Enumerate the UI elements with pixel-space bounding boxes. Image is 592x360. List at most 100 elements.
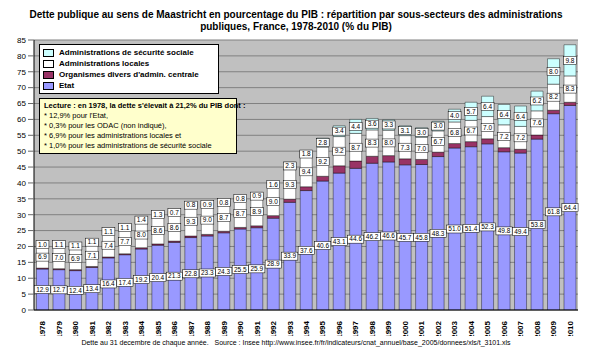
svg-text:43.1: 43.1 — [333, 238, 346, 245]
svg-text:1.6: 1.6 — [269, 181, 278, 188]
svg-text:0.8: 0.8 — [236, 195, 245, 202]
svg-text:1.1: 1.1 — [104, 228, 113, 235]
svg-text:0.9: 0.9 — [203, 201, 212, 208]
svg-text:1.1: 1.1 — [71, 242, 80, 249]
svg-text:2002: 2002 — [434, 320, 443, 336]
svg-text:12.7: 12.7 — [53, 286, 66, 293]
svg-text:30: 30 — [17, 211, 26, 220]
svg-text:7.7: 7.7 — [120, 238, 129, 245]
svg-text:46.6: 46.6 — [382, 232, 395, 239]
svg-text:1993: 1993 — [286, 320, 295, 336]
svg-text:49.8: 49.8 — [498, 227, 511, 234]
svg-text:9.3: 9.3 — [285, 181, 294, 188]
svg-text:3.6: 3.6 — [368, 120, 377, 127]
svg-text:9.3: 9.3 — [186, 218, 195, 225]
svg-text:2.3: 2.3 — [285, 162, 294, 169]
svg-text:8.3: 8.3 — [368, 139, 377, 146]
svg-text:1984: 1984 — [137, 320, 146, 336]
svg-text:24.3: 24.3 — [217, 268, 230, 275]
svg-text:51.4: 51.4 — [465, 225, 478, 232]
svg-text:25.9: 25.9 — [250, 265, 263, 272]
svg-text:1.1: 1.1 — [54, 241, 63, 248]
svg-text:4.0: 4.0 — [450, 112, 459, 119]
svg-text:8.7: 8.7 — [219, 214, 228, 221]
svg-text:4.4: 4.4 — [351, 123, 360, 130]
svg-text:9.8: 9.8 — [565, 57, 574, 64]
svg-text:1979: 1979 — [55, 320, 64, 336]
svg-text:70: 70 — [17, 83, 26, 92]
svg-text:25.5: 25.5 — [234, 266, 247, 273]
svg-text:0.8: 0.8 — [219, 199, 228, 206]
svg-text:53.8: 53.8 — [531, 221, 544, 228]
svg-text:19.2: 19.2 — [135, 276, 148, 283]
svg-text:23.3: 23.3 — [201, 269, 214, 276]
svg-text:8.7: 8.7 — [351, 144, 360, 151]
svg-text:2000: 2000 — [401, 320, 410, 336]
svg-text:64.4: 64.4 — [564, 204, 577, 211]
svg-text:7.6: 7.6 — [532, 119, 541, 126]
svg-text:1987: 1987 — [187, 320, 196, 336]
svg-text:1999: 1999 — [384, 320, 393, 336]
svg-text:3.0: 3.0 — [434, 122, 443, 129]
svg-text:22.8: 22.8 — [185, 270, 198, 277]
svg-text:9.4: 9.4 — [302, 168, 311, 175]
svg-text:1982: 1982 — [104, 320, 113, 336]
svg-text:1994: 1994 — [302, 320, 311, 336]
svg-text:7.0: 7.0 — [483, 124, 492, 131]
svg-text:7.0: 7.0 — [54, 254, 63, 261]
svg-text:20: 20 — [17, 242, 26, 251]
svg-text:6.4: 6.4 — [516, 113, 525, 120]
svg-text:2003: 2003 — [450, 320, 459, 336]
svg-text:8.9: 8.9 — [252, 208, 261, 215]
svg-text:21.3: 21.3 — [168, 272, 181, 279]
svg-text:1989: 1989 — [220, 320, 229, 336]
svg-text:6.9: 6.9 — [71, 255, 80, 262]
svg-text:55: 55 — [17, 131, 26, 140]
svg-text:6.4: 6.4 — [500, 111, 509, 118]
svg-text:1991: 1991 — [253, 320, 262, 336]
svg-text:44.6: 44.6 — [349, 235, 362, 242]
svg-text:25: 25 — [17, 226, 26, 235]
svg-text:2004: 2004 — [467, 320, 476, 336]
svg-text:2.8: 2.8 — [318, 139, 327, 146]
svg-text:2006: 2006 — [500, 320, 509, 336]
svg-text:9.2: 9.2 — [318, 158, 327, 165]
svg-text:1995: 1995 — [318, 320, 327, 336]
svg-text:7.1: 7.1 — [87, 252, 96, 259]
svg-text:0.7: 0.7 — [170, 209, 179, 216]
svg-text:7.2: 7.2 — [500, 133, 509, 140]
svg-text:85: 85 — [17, 36, 26, 45]
svg-text:5: 5 — [22, 290, 27, 299]
svg-text:16.4: 16.4 — [102, 280, 115, 287]
svg-text:1990: 1990 — [236, 320, 245, 336]
svg-text:80: 80 — [17, 52, 26, 61]
svg-text:1998: 1998 — [368, 320, 377, 336]
svg-text:1992: 1992 — [269, 320, 278, 336]
svg-text:5.7: 5.7 — [467, 108, 476, 115]
svg-text:8.0: 8.0 — [549, 68, 558, 75]
svg-text:9.0: 9.0 — [269, 198, 278, 205]
svg-text:40.6: 40.6 — [316, 242, 329, 249]
svg-text:1988: 1988 — [203, 320, 212, 336]
svg-text:0.8: 0.8 — [186, 201, 195, 208]
svg-text:28.9: 28.9 — [267, 260, 280, 267]
svg-text:6.4: 6.4 — [483, 103, 492, 110]
svg-text:2008: 2008 — [533, 320, 542, 336]
svg-text:13.4: 13.4 — [86, 285, 99, 292]
svg-text:40: 40 — [17, 179, 26, 188]
svg-text:1.0: 1.0 — [38, 241, 47, 248]
svg-text:49.4: 49.4 — [514, 228, 527, 235]
svg-text:6.7: 6.7 — [467, 127, 476, 134]
svg-text:2009: 2009 — [549, 320, 558, 336]
svg-text:6.7: 6.7 — [434, 138, 443, 145]
svg-text:35: 35 — [17, 195, 26, 204]
svg-text:7.2: 7.2 — [516, 134, 525, 141]
svg-text:6.2: 6.2 — [532, 97, 541, 104]
svg-text:1985: 1985 — [154, 320, 163, 336]
svg-text:2007: 2007 — [516, 320, 525, 336]
svg-text:48.3: 48.3 — [432, 230, 445, 237]
svg-text:7.0: 7.0 — [417, 145, 426, 152]
svg-text:8.0: 8.0 — [137, 231, 146, 238]
svg-text:1.1: 1.1 — [87, 238, 96, 245]
svg-text:3.3: 3.3 — [384, 121, 393, 128]
